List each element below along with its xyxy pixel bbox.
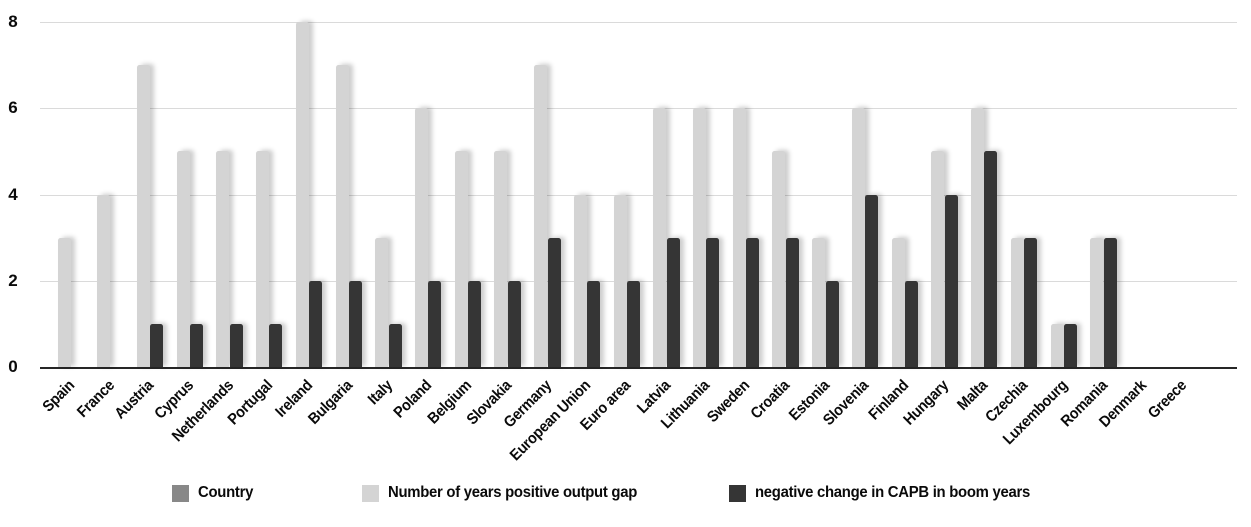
bar-output-gap <box>693 108 707 367</box>
bar-capb-change <box>348 280 362 367</box>
bar-output-gap <box>494 151 508 367</box>
bar-group <box>170 0 210 527</box>
bar-output-gap <box>97 194 111 367</box>
bar-capb-change <box>746 237 760 367</box>
gridline <box>40 22 1237 23</box>
bar-output-gap <box>971 108 985 367</box>
bar-output-gap <box>613 194 627 367</box>
bar-output-gap <box>772 151 786 367</box>
bar-group <box>567 0 607 527</box>
bar-capb-change <box>428 280 442 367</box>
legend-item: Number of years positive output gap <box>362 484 656 502</box>
bar-group <box>130 0 170 527</box>
bar-group <box>369 0 409 527</box>
bar-capb-change <box>309 280 323 367</box>
bar-output-gap <box>1050 323 1064 367</box>
bar-capb-change <box>587 280 601 367</box>
y-tick-label: 6 <box>8 98 18 118</box>
bar-group <box>528 0 568 527</box>
legend-swatch <box>172 484 189 502</box>
y-tick-label: 2 <box>8 270 18 290</box>
bar-capb-change <box>507 280 521 367</box>
bar-output-gap <box>812 237 826 367</box>
bar-capb-change <box>388 323 402 367</box>
bar-capb-change <box>865 194 879 367</box>
bar-output-gap <box>732 108 746 367</box>
bar-output-gap <box>534 65 548 367</box>
legend-item: Country <box>172 484 257 502</box>
legend-swatch <box>362 484 379 502</box>
bar-group <box>647 0 687 527</box>
bar-capb-change <box>984 151 998 367</box>
legend-label: negative change in CAPB in boom years <box>755 484 1030 501</box>
bar-output-gap <box>653 108 667 367</box>
bar-group <box>329 0 369 527</box>
bar-capb-change <box>706 237 720 367</box>
y-tick-label: 0 <box>8 357 18 376</box>
bar-group <box>51 0 91 527</box>
bar-group <box>766 0 806 527</box>
legend-label: Country <box>198 484 254 501</box>
bar-output-gap <box>295 22 309 367</box>
bar-output-gap <box>1010 237 1024 367</box>
bar-group <box>210 0 250 527</box>
bar-output-gap <box>891 237 905 367</box>
bar-group <box>885 0 925 527</box>
bar-group <box>726 0 766 527</box>
bar-output-gap <box>414 108 428 367</box>
bar-capb-change <box>785 237 799 367</box>
bar-output-gap <box>136 65 150 367</box>
bar-output-gap <box>375 237 389 367</box>
bar-capb-change <box>269 323 283 367</box>
bar-capb-change <box>944 194 958 367</box>
bar-output-gap <box>851 108 865 367</box>
bar-group <box>1004 0 1044 527</box>
bar-capb-change <box>150 323 164 367</box>
bar-capb-change <box>468 280 482 367</box>
bar-capb-change <box>547 237 561 367</box>
bar-group <box>488 0 528 527</box>
legend-swatch <box>729 484 746 502</box>
bar-output-gap <box>57 237 71 367</box>
bar-capb-change <box>626 280 640 367</box>
bar-group <box>845 0 885 527</box>
bar-capb-change <box>190 323 204 367</box>
bar-group <box>1163 0 1203 527</box>
gridline <box>40 194 1237 196</box>
y-tick-label: 8 <box>8 12 18 31</box>
bar-group <box>687 0 727 527</box>
bar-output-gap <box>454 151 468 367</box>
bar-capb-change <box>1024 237 1038 367</box>
bar-group <box>607 0 647 527</box>
bar-capb-change <box>1063 323 1077 367</box>
bar-group <box>965 0 1005 527</box>
bar-group <box>448 0 488 527</box>
bar-group <box>925 0 965 527</box>
x-axis-line <box>40 367 1237 369</box>
bar-capb-change <box>825 280 839 367</box>
bar-group <box>1044 0 1084 527</box>
bar-capb-change <box>1103 237 1117 367</box>
bar-capb-change <box>905 280 918 367</box>
gridline <box>40 108 1237 110</box>
bar-output-gap <box>176 151 190 367</box>
bar-output-gap <box>256 151 270 367</box>
bar-group <box>91 0 131 527</box>
bar-group <box>250 0 290 527</box>
bar-group <box>1084 0 1124 527</box>
bar-output-gap <box>1090 237 1104 367</box>
legend-item: negative change in CAPB in boom years <box>729 484 1051 502</box>
bar-group <box>806 0 846 527</box>
bar-capb-change <box>666 237 680 367</box>
bar-capb-change <box>229 323 243 367</box>
bar-output-gap <box>573 194 587 367</box>
bar-output-gap <box>216 151 230 367</box>
bar-output-gap <box>931 151 945 367</box>
legend-label: Number of years positive output gap <box>388 484 638 501</box>
bar-group <box>289 0 329 527</box>
bar-output-gap <box>335 65 349 367</box>
y-tick-label: 4 <box>8 184 18 204</box>
bar-group <box>408 0 448 527</box>
